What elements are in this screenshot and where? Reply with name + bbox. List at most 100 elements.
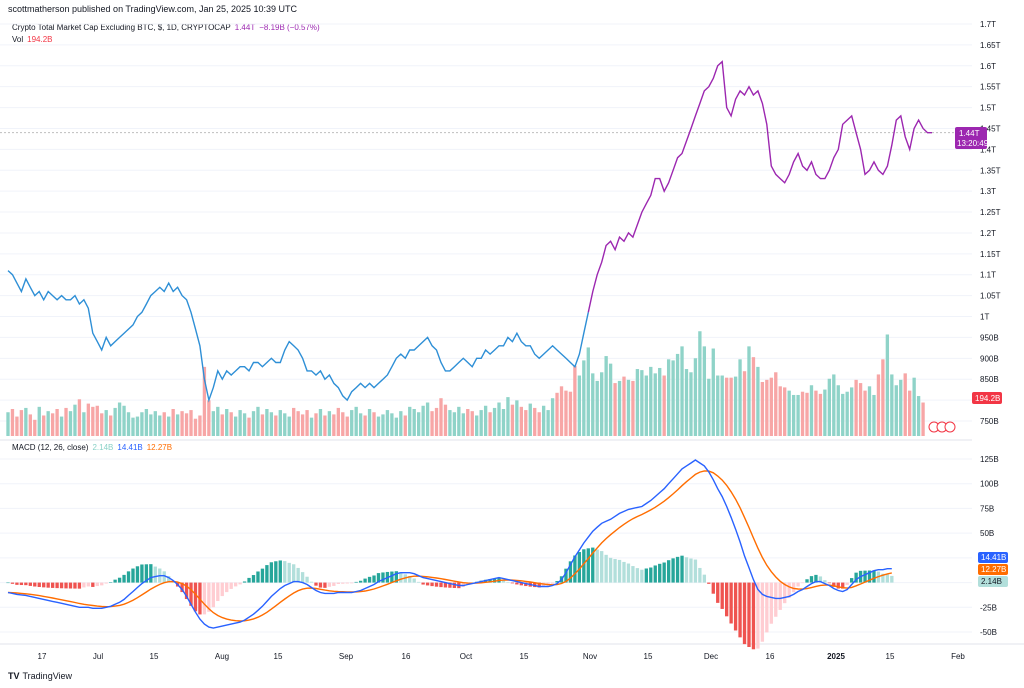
volume-bar xyxy=(720,375,724,436)
volume-bar xyxy=(809,385,814,436)
macd-hist-bar xyxy=(832,582,836,587)
volume-bar xyxy=(470,411,474,436)
volume-bar xyxy=(247,417,251,436)
volume-bar xyxy=(921,402,925,436)
macd-hist-bar xyxy=(408,575,412,583)
volume-bar xyxy=(604,356,608,436)
volume-bar xyxy=(783,387,787,436)
macd-hist-bar xyxy=(725,582,729,617)
macd-hist-bar xyxy=(644,568,648,583)
volume-bar xyxy=(390,413,394,436)
price-tick-label: 1.2T xyxy=(980,229,996,238)
price-tick-label: 1.7T xyxy=(980,20,996,29)
volume-bar xyxy=(77,399,82,436)
volume-bar xyxy=(461,413,465,436)
macd-hist-bar xyxy=(890,575,894,583)
macd-hist-bar xyxy=(653,565,657,583)
volume-bar xyxy=(95,405,99,436)
volume-bar xyxy=(684,369,689,436)
volume-bar xyxy=(894,385,898,436)
macd-tick-label: -25B xyxy=(980,603,997,612)
price-tick-label: 1.3T xyxy=(980,187,996,196)
macd-hist-bar xyxy=(363,578,367,583)
macd-hist-bar xyxy=(854,572,858,583)
macd-hist-bar xyxy=(604,554,608,583)
signal-badge-bg xyxy=(978,564,1008,575)
volume-bar xyxy=(399,411,403,436)
macd-hist-bar xyxy=(675,556,680,583)
macd-tick-label: 125B xyxy=(980,455,999,464)
macd-hist-bar xyxy=(841,582,845,589)
macd-hist-bar xyxy=(849,578,854,583)
macd-hist-bar xyxy=(95,582,99,587)
grid xyxy=(0,23,1024,645)
volume-bar xyxy=(394,417,399,436)
macd-hist-bar xyxy=(506,581,510,583)
macd-hist-bar xyxy=(510,582,515,584)
macd-hist-bar xyxy=(595,549,599,583)
macd-hist-bar xyxy=(117,577,122,583)
volume-bar xyxy=(698,331,702,436)
volume-bar xyxy=(475,415,479,436)
time-tick-label: 2025 xyxy=(827,652,845,661)
volume-bar xyxy=(292,407,296,436)
volume-bar xyxy=(175,414,180,436)
volume-bar xyxy=(408,406,412,436)
volume-bar xyxy=(376,416,381,436)
volume-bar xyxy=(300,414,305,436)
macd-hist-bar xyxy=(443,582,448,588)
volume-bar xyxy=(849,387,854,436)
volume-bar xyxy=(582,360,586,436)
volume-bar xyxy=(358,413,363,436)
price-badge: 1.44T xyxy=(959,129,980,138)
volume-bar xyxy=(644,375,648,436)
price-tick-label: 1.4T xyxy=(980,145,996,154)
volume-bar xyxy=(506,397,510,436)
volume-bar xyxy=(635,369,640,436)
volume-bar xyxy=(430,411,434,436)
volume-bar xyxy=(305,410,309,436)
volume-bar xyxy=(899,379,903,436)
volume-bar xyxy=(265,409,269,436)
last-value: 1.44T xyxy=(234,23,256,32)
macd-hist-bar xyxy=(15,582,19,585)
event-icons[interactable] xyxy=(928,421,956,433)
macd-hist-bar xyxy=(769,582,773,624)
volume-bar xyxy=(309,417,314,436)
volume-bar xyxy=(689,372,693,436)
price-tick-label: 1.1T xyxy=(980,271,996,280)
macd-hist-bar xyxy=(283,561,287,583)
macd-hist-bar xyxy=(86,582,91,587)
price-tick-label: 1.5T xyxy=(980,104,996,113)
volume-bar xyxy=(59,416,64,436)
macd-hist-bar xyxy=(162,571,166,583)
volume-bar xyxy=(832,374,836,436)
volume-bar xyxy=(287,416,291,436)
time-tick-label: 15 xyxy=(644,652,653,661)
volume-bar xyxy=(537,412,541,436)
macd-hist-bar xyxy=(720,582,724,609)
footer-brand: TradingView xyxy=(22,671,73,681)
macd-hist-bar xyxy=(24,582,28,586)
macd-hist-bar xyxy=(82,582,86,588)
volume-bar xyxy=(314,413,318,436)
macd-hist-bar xyxy=(430,582,434,587)
volume-bar xyxy=(845,391,849,436)
price-tick-label: 1.45T xyxy=(980,124,1001,133)
macd-hist-bar xyxy=(59,582,64,589)
volume-bar xyxy=(492,407,497,436)
price-tick-label: 1.35T xyxy=(980,166,1001,175)
time-tick-label: Jul xyxy=(93,652,103,661)
event-flag-icon-2[interactable] xyxy=(944,421,956,433)
volume-bar xyxy=(278,410,282,436)
volume-bar xyxy=(100,413,104,436)
volume-bar xyxy=(876,374,881,436)
volume-bar xyxy=(73,404,77,436)
macd-hist-bar xyxy=(711,582,715,594)
volume-bar xyxy=(867,386,872,436)
volume-label: Vol xyxy=(12,35,24,44)
macd-badge-bg xyxy=(978,552,1008,563)
macd-hist-bar xyxy=(167,576,171,583)
macd-legend: MACD (12, 26, close) 2.14B 14.41B 12.27B xyxy=(12,443,172,452)
